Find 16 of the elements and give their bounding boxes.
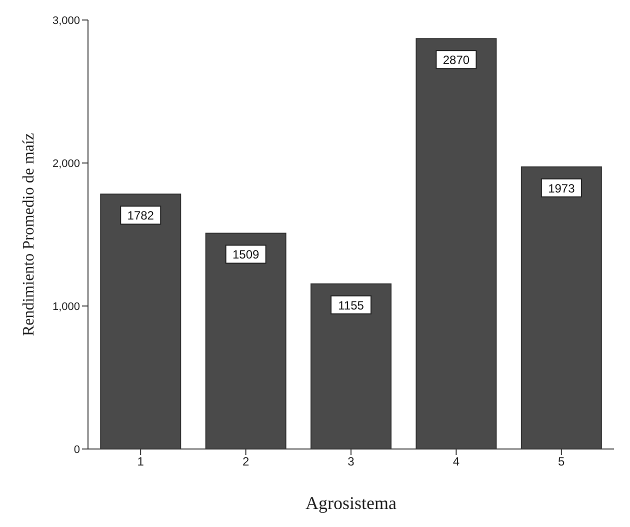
y-tick-label: 1,000 (52, 300, 80, 313)
y-tick-label: 0 (74, 444, 80, 456)
data-label: 1782 (127, 208, 154, 223)
y-axis-title: Rendimiento Promedio de maíz (20, 132, 38, 336)
x-axis-title: Agrosistema (306, 493, 397, 513)
x-tick-label: 2 (242, 454, 250, 469)
data-label: 1155 (338, 298, 364, 312)
y-tick-label: 2,000 (52, 158, 80, 170)
x-tick-label: 3 (348, 454, 355, 469)
x-tick-label: 4 (452, 454, 460, 469)
data-label: 2870 (442, 53, 470, 68)
y-tick-label: 3,000 (52, 14, 80, 27)
data-label: 1973 (548, 181, 576, 196)
x-tick-label: 1 (137, 454, 144, 469)
data-label: 1509 (232, 248, 260, 262)
x-tick-label: 5 (558, 454, 566, 469)
